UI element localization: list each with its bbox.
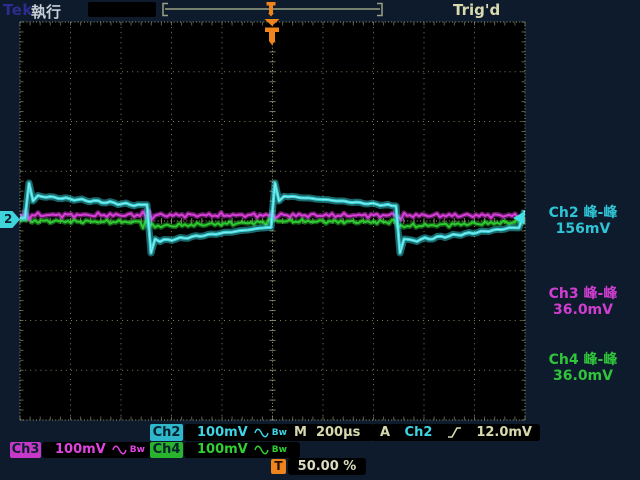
trigger-status: Trig'd [453,1,501,19]
rising-slope-icon [447,427,461,438]
ch2-trace [20,179,525,257]
record-trigger-flag [266,2,276,17]
bandwidth-limit-icon: Bw [271,445,287,455]
ac-coupling-icon [254,428,269,437]
ac-coupling-icon [112,445,127,455]
record-view-bar [162,2,383,17]
horizontal-position-value: 50.00 % [297,459,357,474]
ch2-scale-readout: 100mV Bw [184,424,300,441]
trigger-level-arrow [513,211,525,225]
ac-coupling-icon [254,445,269,455]
ch3-scale-value: 100mV [55,442,106,457]
measurement-ch4-value: 36.0mV [553,368,613,384]
measurement-ch4: Ch4 峰-峰 36.0mV [528,352,638,384]
trigger-mode: A [380,425,391,440]
measurement-ch3: Ch3 峰-峰 36.0mV [528,286,638,318]
empty-readout-slot [88,2,156,17]
bandwidth-limit-icon: Bw [129,445,145,455]
trigger-level: 12.0mV [476,425,532,440]
bandwidth-limit-icon: Bw [271,427,287,438]
trigger-readout: A Ch2 12.0mV [372,424,540,441]
trigger-source: Ch2 [404,425,433,440]
tek-logo: Tek [3,1,33,19]
measurement-ch2: Ch2 峰-峰 156mV [528,205,638,237]
ch2-ground-marker: 2 [0,211,20,228]
measurement-ch4-title: Ch4 峰-峰 [548,352,618,368]
measurement-ch3-title: Ch3 峰-峰 [548,286,618,302]
trigger-position-marker [264,19,280,45]
trigger-position-icon: T [271,459,286,474]
measurement-ch2-title: Ch2 峰-峰 [548,205,618,221]
horizontal-position-readout: 50.00 % [288,458,366,475]
measurement-ch2-value: 156mV [555,221,611,237]
ch4-scale-readout: 100mV Bw [184,442,300,458]
acquisition-status: 執行 [31,3,62,21]
ch4-badge: Ch4 [150,442,183,458]
timebase-value: 200µs [315,425,361,440]
ch4-scale-value: 100mV [197,442,248,457]
measurement-ch3-value: 36.0mV [553,302,613,318]
ch3-badge: Ch3 [10,442,41,458]
timebase-label: M [294,425,307,440]
timebase-readout: M 200µs [289,424,374,441]
ch2-scale-value: 100mV [197,425,248,440]
ch3-scale-readout: 100mV Bw [42,442,158,458]
ch2-badge: Ch2 [150,424,183,441]
